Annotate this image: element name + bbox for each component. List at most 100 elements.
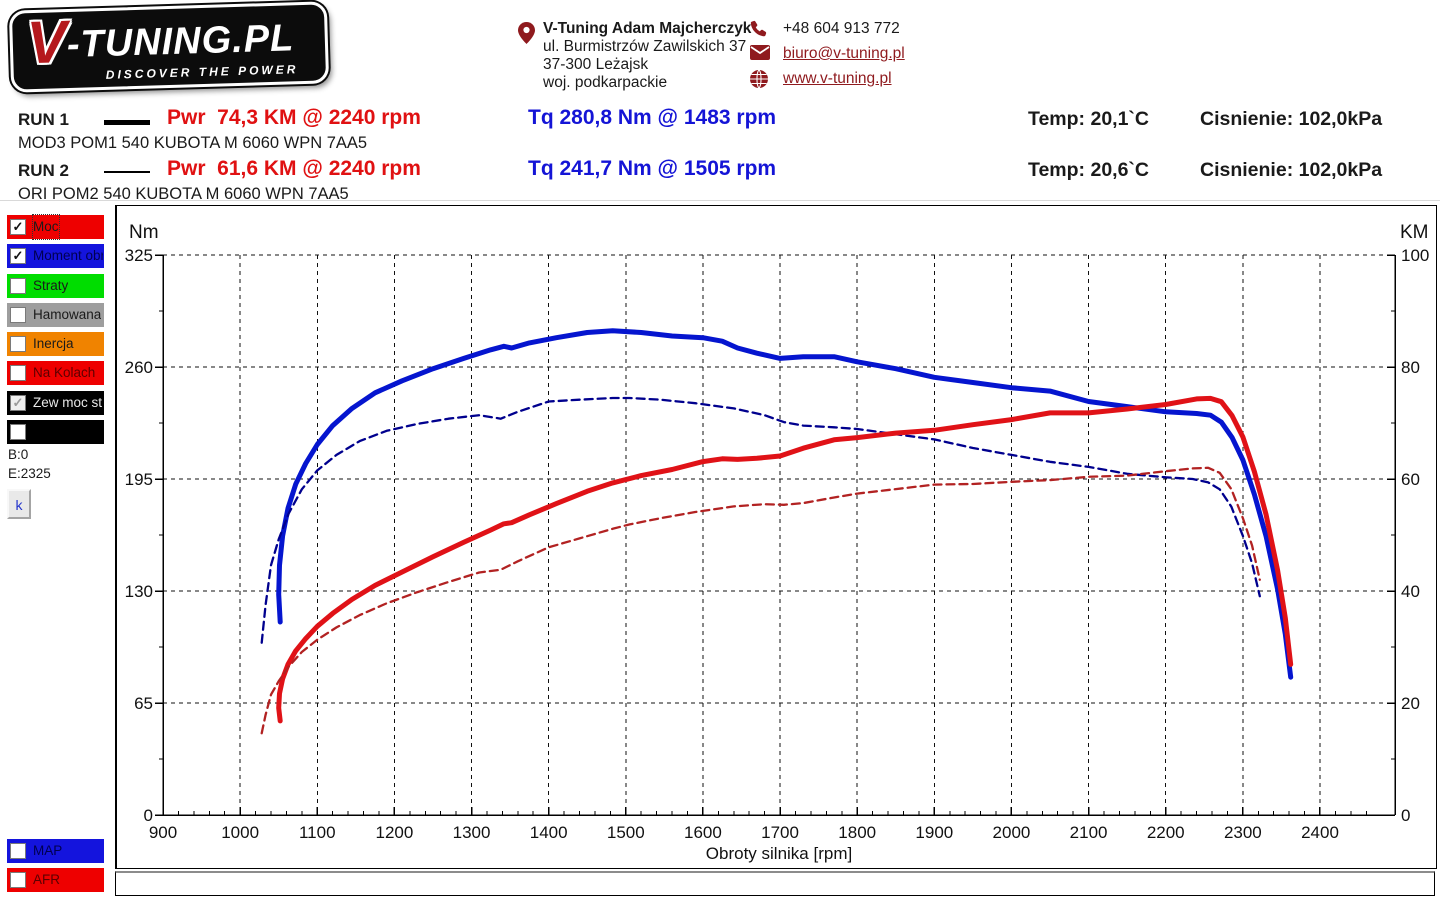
- curve-run-1-moc-mod-: [276, 395, 1294, 724]
- curve-run-2-moc-ori-: [260, 466, 1261, 735]
- signal-toggle-afr[interactable]: AFR: [7, 868, 104, 892]
- run2-pressure: Cisnienie: 102,0kPa: [1200, 159, 1383, 181]
- signal-toggle-map[interactable]: MAP: [7, 839, 104, 863]
- svg-text:0: 0: [1401, 806, 1410, 825]
- channel-toggle-hamowana-label: Hamowana: [33, 307, 102, 322]
- b-counter: B:0: [8, 447, 29, 462]
- svg-text:1600: 1600: [684, 823, 722, 842]
- dyno-chart-frame: Nm KM 0 65 130 195 260 325 0 20 40 60 80 100 900 1000…: [115, 205, 1437, 869]
- channel-toggle-zew-moc-st-checkbox[interactable]: ✓: [10, 395, 26, 411]
- email-link[interactable]: biuro@v-tuning.pl: [783, 45, 905, 62]
- chart-axes: [155, 254, 1396, 816]
- logo-v-letter: V: [25, 8, 68, 77]
- channel-toggle-inercja-checkbox[interactable]: [10, 336, 26, 352]
- email-icon: [750, 45, 770, 65]
- chart-curves: [260, 328, 1294, 735]
- channel-toggle-straty-label: Straty: [33, 278, 69, 293]
- svg-text:60: 60: [1401, 470, 1420, 489]
- channel-toggle-zew-moc-st-label: Zew moc st: [33, 395, 103, 410]
- channel-toggle-moment-obr[interactable]: ✓ Moment obr: [7, 244, 104, 268]
- svg-text:40: 40: [1401, 582, 1420, 601]
- svg-text:2100: 2100: [1070, 823, 1108, 842]
- signal-toggle-afr-checkbox[interactable]: [10, 872, 26, 888]
- run2-temperature: Temp: 20,6`C: [1028, 159, 1149, 181]
- svg-text:2400: 2400: [1301, 823, 1339, 842]
- k-button[interactable]: k: [7, 489, 31, 519]
- svg-text:2000: 2000: [993, 823, 1031, 842]
- channel-toggle-empty[interactable]: [7, 420, 104, 444]
- svg-text:1100: 1100: [299, 823, 336, 842]
- svg-text:80: 80: [1401, 358, 1420, 377]
- channel-toggle-na-kolach-checkbox[interactable]: [10, 365, 26, 381]
- curve-run-1-moment-obrotowy-mod-: [276, 328, 1294, 680]
- company-city: 37-300 Leżajsk: [543, 56, 649, 73]
- company-name: V-Tuning Adam Majcherczyk: [543, 20, 752, 37]
- channel-toggle-empty-checkbox[interactable]: [10, 424, 26, 440]
- run2-description: ORI POM2 540 KUBOTA M 6060 WPN 7AA5: [18, 185, 349, 203]
- channel-toggle-inercja[interactable]: Inercja: [7, 332, 104, 356]
- svg-text:20: 20: [1401, 694, 1420, 713]
- signal-toggle-map-checkbox[interactable]: [10, 843, 26, 859]
- channel-toggle-moment-obr-label: Moment obr: [33, 248, 103, 263]
- channel-toggle-hamowana-checkbox[interactable]: [10, 307, 26, 323]
- dyno-chart-plot: 0 65 130 195 260 325 0 20 40 60 80 100 900 1000 1100 12…: [125, 246, 1430, 842]
- left-axis-unit-label: Nm: [129, 222, 159, 243]
- curve-run-2-moment-obrotowy-ori-: [260, 396, 1261, 644]
- channel-toggle-straty[interactable]: Straty: [7, 274, 104, 298]
- channel-toggle-na-kolach-label: Na Kolach: [33, 365, 96, 380]
- run2-power-value: Pwr 61,6 KM @ 2240 rpm: [167, 157, 421, 180]
- status-strip: [115, 871, 1435, 896]
- channel-toggle-straty-checkbox[interactable]: [10, 278, 26, 294]
- svg-text:1200: 1200: [375, 823, 413, 842]
- svg-text:1400: 1400: [530, 823, 568, 842]
- channel-toggle-inercja-label: Inercja: [33, 336, 74, 351]
- logo-wordmark: -TUNING.PL: [66, 17, 295, 67]
- svg-text:1800: 1800: [838, 823, 876, 842]
- header-separator: [0, 200, 1440, 201]
- run1-power-value: Pwr 74,3 KM @ 2240 rpm: [167, 106, 421, 129]
- channel-toggle-moc-checkbox[interactable]: ✓: [10, 219, 26, 235]
- run1-description: MOD3 POM1 540 KUBOTA M 6060 WPN 7AA5: [18, 134, 368, 152]
- website-link[interactable]: www.v-tuning.pl: [783, 70, 892, 87]
- svg-text:100: 100: [1401, 246, 1429, 265]
- contact-block: +48 604 913 772 biuro@v-tuning.pl www.v-…: [750, 20, 905, 95]
- run1-line-swatch: [104, 120, 150, 125]
- run1-label: RUN 1: [18, 110, 70, 129]
- signal-toggle-afr-label: AFR: [33, 872, 60, 887]
- channel-toggle-moc-label: Moc: [32, 214, 60, 240]
- globe-icon: [750, 69, 768, 93]
- run1-torque-value: Tq 280,8 Nm @ 1483 rpm: [528, 106, 777, 129]
- right-axis-unit-label: KM: [1400, 222, 1429, 243]
- signal-toggle-map-label: MAP: [33, 843, 63, 858]
- svg-text:2200: 2200: [1147, 823, 1185, 842]
- vtuning-logo: V -TUNING.PL DISCOVER THE POWER: [8, 1, 330, 93]
- company-address-block: V-Tuning Adam Majcherczyk ul. Burmistrzó…: [518, 20, 751, 92]
- svg-text:0: 0: [144, 806, 153, 825]
- svg-text:260: 260: [125, 358, 153, 377]
- svg-text:1000: 1000: [221, 823, 259, 842]
- run2-summary-row: RUN 2 Pwr 61,6 KM @ 2240 rpm Tq 241,7 Nm…: [0, 157, 1440, 187]
- channel-toggle-na-kolach[interactable]: Na Kolach: [7, 361, 104, 385]
- run2-torque-value: Tq 241,7 Nm @ 1505 rpm: [528, 157, 777, 180]
- run1-summary-row: RUN 1 Pwr 74,3 KM @ 2240 rpm Tq 280,8 Nm…: [0, 106, 1440, 136]
- chart-gridlines: [163, 254, 1395, 815]
- svg-text:1900: 1900: [915, 823, 953, 842]
- svg-text:1300: 1300: [453, 823, 491, 842]
- phone-number: +48 604 913 772: [783, 20, 900, 37]
- run1-pressure: Cisnienie: 102,0kPa: [1200, 108, 1383, 130]
- svg-text:65: 65: [134, 694, 153, 713]
- location-pin-icon: [518, 22, 535, 49]
- svg-text:325: 325: [125, 246, 153, 265]
- channel-toggle-hamowana[interactable]: Hamowana: [7, 303, 104, 327]
- svg-text:1700: 1700: [761, 823, 799, 842]
- chart-tick-labels: 0 65 130 195 260 325 0 20 40 60 80 100 900 1000 1100 12…: [125, 246, 1430, 842]
- e-counter: E:2325: [8, 466, 51, 481]
- phone-icon: [750, 20, 768, 43]
- svg-text:900: 900: [149, 823, 177, 842]
- channel-toggle-moc[interactable]: ✓ Moc: [7, 214, 104, 240]
- run1-temperature: Temp: 20,1`C: [1028, 108, 1149, 130]
- run2-line-swatch: [104, 171, 150, 173]
- channel-toggle-zew-moc-st[interactable]: ✓ Zew moc st: [7, 391, 104, 415]
- channel-toggle-moment-obr-checkbox[interactable]: ✓: [10, 248, 26, 264]
